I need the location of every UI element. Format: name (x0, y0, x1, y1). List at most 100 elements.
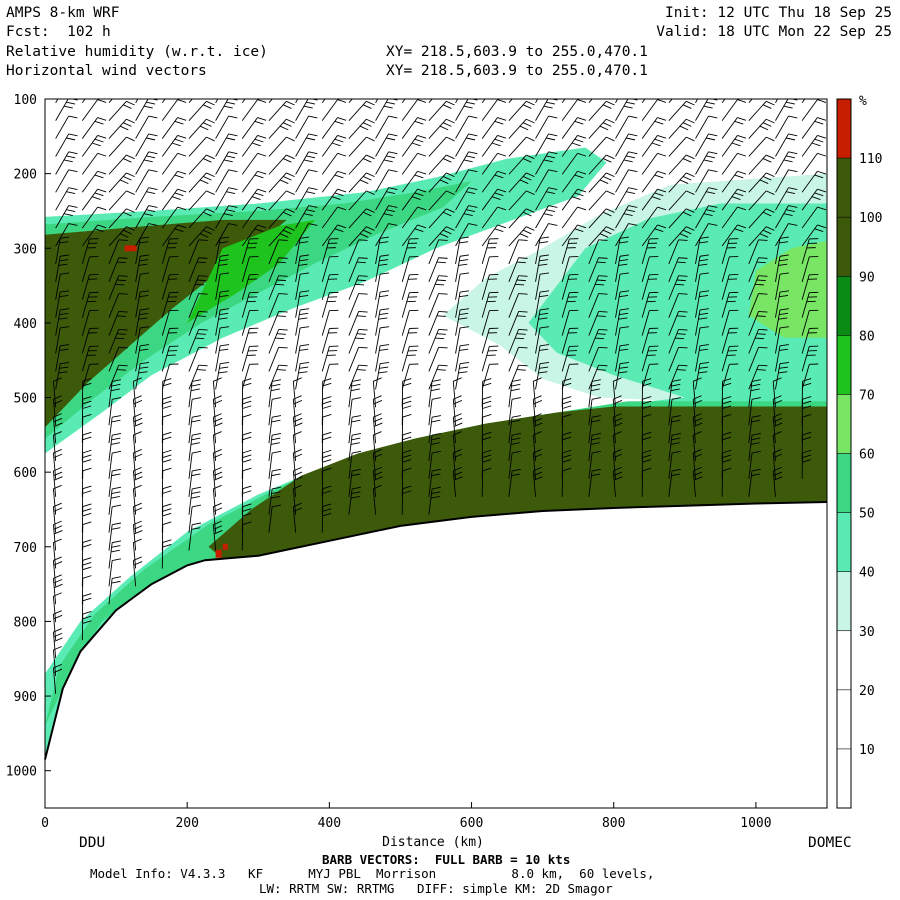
barb-flag (283, 158, 292, 163)
wind-barb (188, 468, 202, 497)
wind-barb (695, 308, 709, 336)
barb-flag (779, 344, 789, 347)
barb-flag (679, 233, 689, 238)
barb-flag (562, 413, 572, 418)
barb-flag (133, 417, 143, 423)
barb-flag (133, 556, 142, 561)
barb-flag (548, 169, 558, 173)
barb-flag (779, 362, 789, 365)
wind-barb (775, 272, 789, 300)
barb-flag (112, 468, 122, 472)
wind-barb (588, 364, 608, 390)
wind-barb (135, 308, 150, 336)
barb-flag (139, 348, 149, 351)
barb-flag (482, 382, 492, 387)
barb-flag (817, 206, 827, 211)
barb-flag (110, 388, 120, 392)
barb-shaft (348, 453, 353, 479)
wind-barb (561, 291, 579, 318)
wind-barb (775, 308, 789, 336)
wind-barb (268, 118, 295, 139)
barb-flag (133, 520, 142, 526)
barb-flag (94, 138, 104, 143)
barb-flag (629, 80, 638, 82)
barb-flag (562, 431, 572, 436)
barb-flag (58, 317, 68, 320)
barb-note: BARB VECTORS: FULL BARB = 10 kts (322, 852, 571, 867)
wind-barb (321, 274, 339, 300)
barb-flag (68, 223, 78, 226)
barb-flag (722, 382, 732, 387)
barb-shaft (401, 256, 410, 282)
barb-shaft (375, 274, 381, 300)
barb-flag (138, 263, 148, 266)
barb-flag (366, 136, 375, 142)
wind-barb (108, 576, 122, 605)
barb-flag (162, 544, 172, 548)
barb-shaft (748, 453, 753, 479)
barb-flag (350, 388, 360, 392)
barb-flag (590, 388, 600, 392)
wind-barb (721, 345, 739, 372)
barb-shaft (188, 399, 193, 426)
barb-flag (414, 192, 424, 197)
wind-barb (508, 432, 521, 462)
barb-flag (678, 239, 688, 241)
barb-flag (619, 290, 629, 293)
barb-flag (278, 257, 288, 259)
wind-barb (108, 540, 122, 569)
barb-flag (539, 236, 550, 239)
barb-flag (442, 211, 452, 217)
barb-flag (431, 473, 441, 477)
wind-barb (508, 397, 521, 426)
barb-shaft (241, 99, 258, 121)
wind-barb (748, 432, 761, 462)
barb-flag (126, 172, 135, 178)
barb-flag (203, 158, 212, 163)
barb-shaft (481, 310, 490, 336)
colorbar-segment (837, 630, 851, 690)
x-tick-label: 200 (175, 816, 198, 831)
barb-shaft (721, 153, 738, 175)
barb-flag (606, 154, 615, 160)
wind-barb (375, 254, 390, 282)
barb-flag (308, 223, 318, 226)
barb-flag (123, 229, 132, 235)
barb-flag (438, 239, 448, 241)
wind-barb (132, 520, 143, 551)
barb-flag (533, 449, 542, 454)
barb-flag (373, 399, 383, 405)
barb-flag (111, 545, 121, 548)
barb-flag (815, 85, 824, 88)
barb-flag (598, 346, 608, 349)
barb-flag (63, 213, 73, 217)
barb-flag (436, 279, 446, 282)
barb-flag (737, 135, 747, 139)
barb-flag (619, 294, 629, 298)
barb-flag (699, 290, 709, 293)
wind-barb (215, 308, 230, 336)
barb-shaft (748, 136, 767, 157)
barb-shaft (81, 153, 98, 175)
vector-title: Horizontal wind vectors (6, 63, 207, 79)
barb-flag (190, 442, 200, 445)
wind-barb (161, 188, 187, 211)
wind-barb (161, 363, 179, 390)
barb-flag (54, 530, 63, 535)
barb-flag (539, 259, 549, 262)
barb-flag (279, 125, 289, 131)
wind-barb (401, 188, 427, 211)
barb-shaft (508, 136, 527, 157)
wind-barb (615, 362, 629, 390)
barb-flag (191, 383, 201, 387)
barb-flag (191, 437, 201, 441)
barb-flag (779, 366, 789, 369)
barb-flag (773, 466, 782, 472)
wind-barb (668, 346, 688, 372)
wind-barb (81, 238, 99, 265)
barb-shaft (748, 399, 753, 426)
barb-shaft (721, 206, 738, 229)
barb-flag (278, 275, 288, 277)
barb-flag (708, 187, 718, 190)
barb-flag (203, 122, 212, 127)
